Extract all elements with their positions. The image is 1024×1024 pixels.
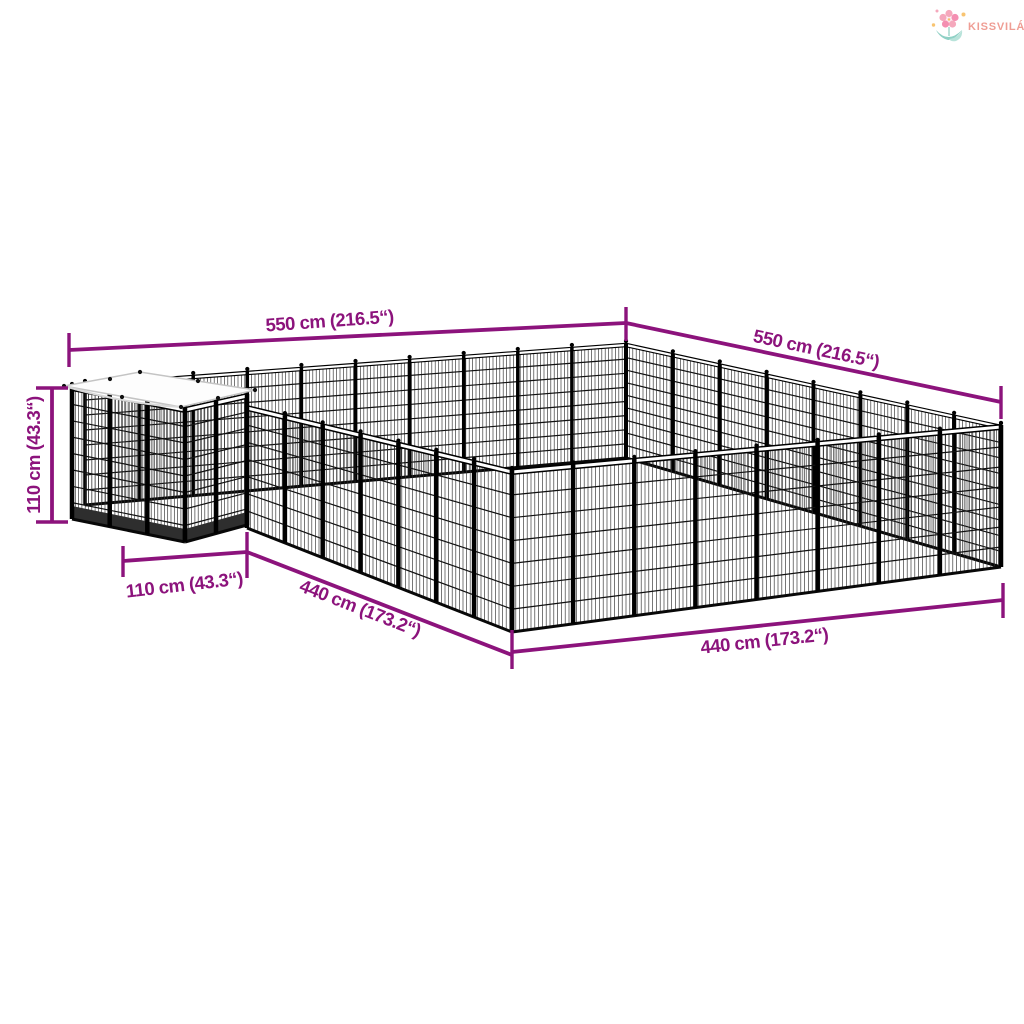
post-cap-knob (282, 411, 287, 416)
brand-flower-icon (931, 9, 966, 42)
brand-name-text: KISSVILÁG (968, 20, 1024, 33)
roof-clip-knob (119, 394, 125, 400)
roof-clip-knob (252, 387, 258, 393)
post-cap-knob (764, 369, 769, 374)
kick-plate (72, 506, 185, 542)
post-cap-knob (569, 342, 575, 348)
leaf-right (949, 30, 963, 42)
post-cap-knob (811, 379, 816, 385)
flower-petal (948, 20, 957, 28)
roof-clip-knob (195, 378, 201, 384)
dimension-label-cube-width: 110 cm (43.3“) (125, 567, 244, 601)
flower-petal (945, 9, 953, 18)
dimension-label-side-height: 110 cm (43.3“) (23, 396, 44, 514)
post-cap-knob (632, 454, 637, 459)
post-cap-knob (244, 401, 250, 407)
post-cap-knob (299, 362, 304, 368)
dimension-label-top-right: 550 cm (216.5“) (751, 325, 881, 372)
post-cap-knob (320, 420, 325, 425)
cube-right-wall (182, 389, 250, 544)
roof-clip-knob (107, 376, 113, 382)
post-cap-knob (952, 410, 957, 415)
post-cap-knob (693, 449, 698, 454)
post-cap-knob (754, 443, 759, 448)
post-cap-knob (461, 350, 466, 356)
post-cap-knob (858, 390, 863, 395)
post-cap-knob (876, 432, 881, 437)
sparkle-dot (931, 23, 936, 27)
post-cap-knob (353, 358, 358, 364)
dimension-top-left: 550 cm (216.5“) (67, 306, 627, 367)
post-cap-knob (472, 456, 477, 461)
roof-clip-knob (178, 404, 184, 410)
roof-clip-knob (137, 369, 143, 375)
bottom-rail (246, 526, 513, 634)
post-cap-knob (245, 366, 250, 372)
post-cap-knob (998, 420, 1004, 426)
dimension-cube-width: 110 cm (43.3“) (121, 532, 249, 602)
dimension-line (511, 598, 1004, 654)
brand-logo: KISSVILÁG (931, 9, 1024, 42)
post-cap-knob (937, 426, 943, 431)
flower-center-dot (947, 18, 951, 21)
sparkle-dot (935, 9, 939, 13)
post-cap-knob (905, 400, 910, 405)
post-cap-knob (717, 359, 722, 364)
dimension-line (625, 321, 1002, 404)
post-cap-knob (670, 349, 676, 354)
dimension-line (122, 550, 248, 563)
dimension-side-height: 110 cm (43.3“) (23, 386, 68, 524)
post-cap-knob (815, 437, 820, 442)
post-cap-knob (571, 460, 576, 465)
dimension-line (246, 550, 513, 657)
dimension-line (68, 321, 627, 352)
sparkle-dot (961, 12, 966, 17)
cube-front-wall (69, 381, 188, 544)
flower-petal (941, 20, 950, 28)
front-left-wall (244, 401, 515, 634)
bottom-rail (71, 517, 186, 544)
post-cap-knob (396, 438, 401, 443)
post-cap-knob (515, 346, 520, 352)
flower-petal (951, 13, 959, 22)
leaf-left (936, 30, 962, 40)
post-cap-knob (434, 447, 439, 452)
top-rail (246, 406, 513, 474)
cube-roof-tarp (61, 369, 258, 410)
kennel-illustration (61, 338, 1004, 634)
post-cap-knob (191, 370, 196, 376)
roof-clip-knob (215, 395, 221, 401)
front-right-wall (509, 420, 1004, 634)
dimension-label-top-left: 550 cm (216.5“) (265, 306, 395, 336)
flower-petal (939, 13, 947, 22)
post-cap-knob (407, 354, 412, 360)
post-cap-knob (509, 465, 515, 471)
post-cap-knob (358, 429, 363, 434)
